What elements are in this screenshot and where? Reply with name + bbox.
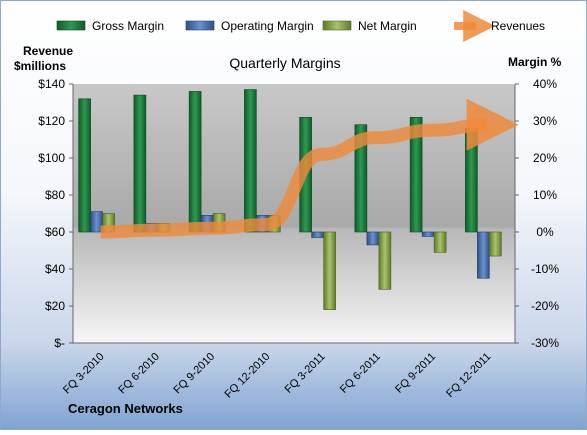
bar-gross-margin bbox=[133, 94, 147, 233]
bar-gross-margin bbox=[78, 98, 91, 233]
bar-operating-margin bbox=[366, 231, 380, 246]
bar-group bbox=[78, 89, 502, 310]
left-axis: $- $20 $40 $60 $80 $100 $120 $140 bbox=[38, 77, 74, 350]
revenue-line-layer bbox=[100, 98, 519, 239]
right-tick-label: -20% bbox=[531, 299, 559, 313]
right-tick-label: -30% bbox=[531, 336, 559, 350]
left-tick-label: $100 bbox=[38, 151, 65, 165]
right-tick-label: 30% bbox=[533, 114, 557, 128]
right-tick-label: 20% bbox=[533, 151, 557, 165]
right-tick-label: 0% bbox=[536, 225, 554, 239]
legend-swatch bbox=[185, 20, 215, 31]
chart-title: Quarterly Margins bbox=[229, 55, 340, 71]
left-tick-label: $60 bbox=[45, 225, 65, 239]
right-tick-label: -10% bbox=[531, 262, 559, 276]
right-axis: -30% -20% -10% 0% 10% 20% 30% 40% bbox=[514, 77, 559, 350]
left-tick-label: $- bbox=[54, 336, 65, 350]
left-tick-label: $20 bbox=[45, 299, 65, 313]
bar-net-margin bbox=[378, 231, 392, 290]
left-axis-label-line2: $millions bbox=[14, 59, 66, 73]
bar-operating-margin bbox=[311, 231, 324, 238]
bar-net-margin bbox=[323, 231, 336, 310]
left-tick-label: $140 bbox=[38, 77, 65, 91]
legend-swatch bbox=[56, 20, 86, 31]
bar-gross-margin bbox=[465, 128, 478, 233]
bar-gross-margin bbox=[354, 124, 368, 233]
right-axis-label: Margin % bbox=[508, 55, 562, 69]
right-tick-label: 40% bbox=[533, 77, 557, 91]
legend-label: Operating Margin bbox=[221, 19, 314, 33]
right-tick-label: 10% bbox=[533, 188, 557, 202]
left-tick-label: $80 bbox=[45, 188, 65, 202]
bar-net-margin bbox=[489, 231, 502, 257]
legend-label: Gross Margin bbox=[92, 19, 164, 33]
legend: Gross Margin Operating Margin Net Margin Re… bbox=[56, 10, 545, 42]
bar-gross-margin bbox=[244, 89, 257, 233]
left-tick-label: $120 bbox=[38, 114, 65, 128]
left-tick-label: $40 bbox=[45, 262, 65, 276]
left-axis-label-line1: Revenue bbox=[23, 44, 73, 58]
bar-operating-margin bbox=[477, 231, 490, 279]
legend-label: Revenues bbox=[491, 19, 545, 33]
revenue-line bbox=[100, 98, 519, 239]
legend-swatch bbox=[322, 20, 352, 31]
bar-gross-margin bbox=[188, 91, 202, 233]
bar-gross-margin bbox=[409, 117, 423, 233]
bar-operating-margin bbox=[421, 231, 435, 237]
legend-label: Net Margin bbox=[358, 19, 417, 33]
company-name: Ceragon Networks bbox=[68, 401, 183, 416]
bar-net-margin bbox=[433, 231, 447, 253]
